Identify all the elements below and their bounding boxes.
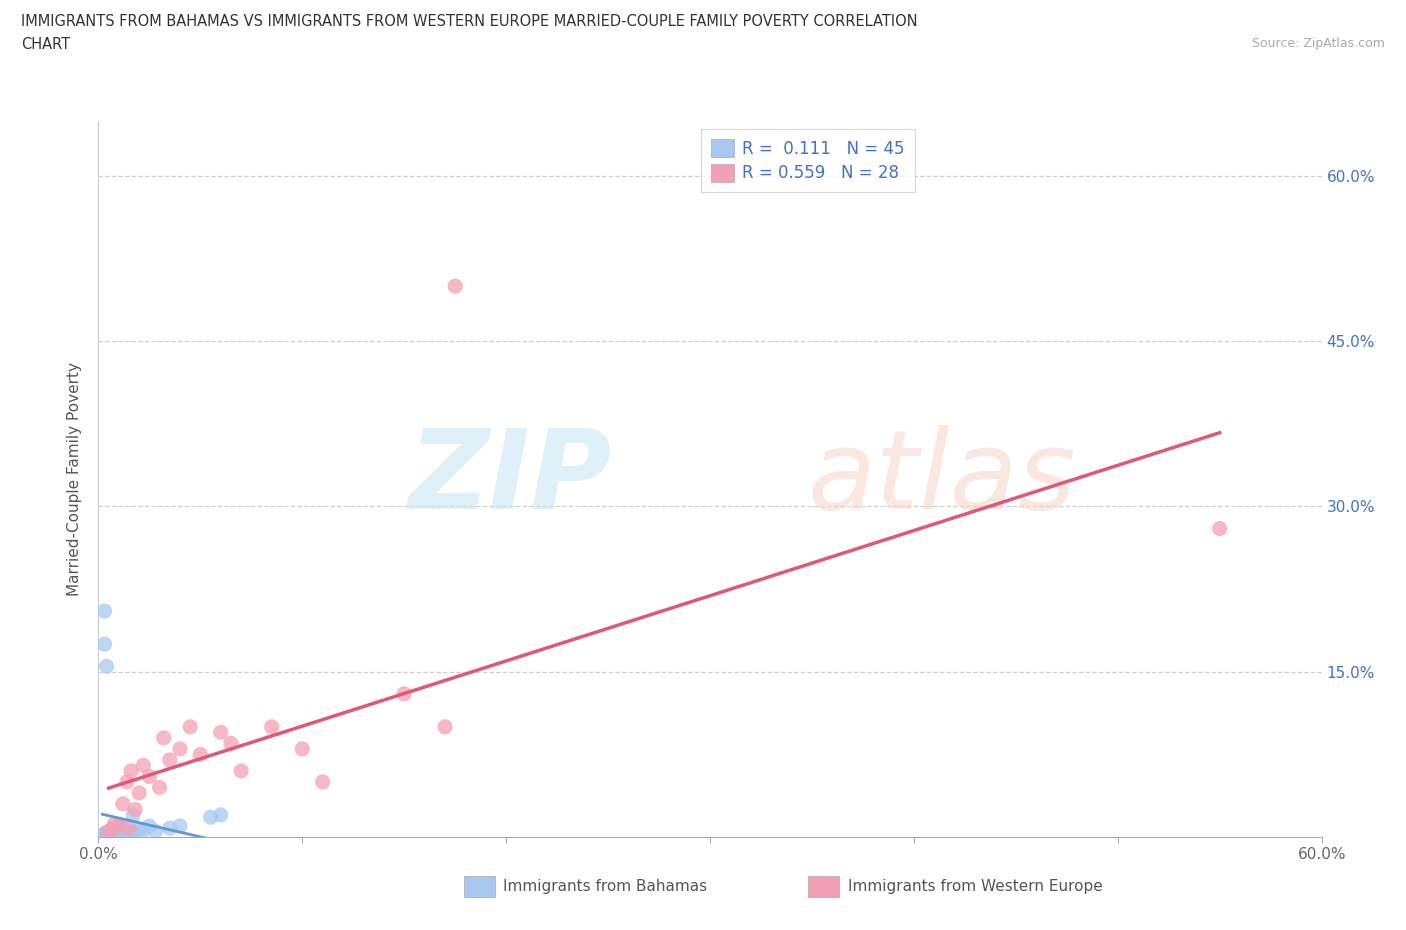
Y-axis label: Married-Couple Family Poverty: Married-Couple Family Poverty [67,362,83,596]
Point [111,796,134,811]
Point [200,810,222,825]
Point [93,637,115,652]
Point [444,279,467,294]
Point [434,720,457,735]
Point [111,826,134,841]
Point [104,829,127,844]
Point [169,741,191,756]
Point [169,818,191,833]
Point [93,828,115,843]
Point [105,819,128,834]
Point [108,818,131,833]
Point [110,823,132,838]
Point [108,824,131,839]
Point [101,826,124,841]
Point [101,829,124,844]
Point [105,828,128,843]
Point [145,824,167,839]
Point [101,821,124,836]
Point [104,817,127,831]
Point [100,829,122,844]
Text: atlas: atlas [808,425,1077,533]
Point [392,686,416,701]
Point [132,823,155,838]
Point [97,829,120,844]
Point [1209,521,1232,536]
Point [100,826,122,841]
Text: Immigrants from Western Europe: Immigrants from Western Europe [848,879,1102,894]
Point [138,818,160,833]
Point [101,828,124,843]
Point [209,724,232,739]
Point [111,821,134,836]
Point [115,775,138,790]
Point [96,658,118,673]
Text: Source: ZipAtlas.com: Source: ZipAtlas.com [1251,37,1385,50]
Point [231,764,253,778]
Point [91,829,114,844]
Point [110,828,132,843]
Point [132,758,155,773]
Point [138,769,160,784]
Point [96,829,118,844]
Point [104,826,127,841]
Point [128,786,150,801]
Point [115,828,138,843]
Point [124,802,146,817]
Text: CHART: CHART [21,37,70,52]
Point [108,818,131,833]
Point [100,828,122,843]
Legend: R =  0.111   N = 45, R = 0.559   N = 28: R = 0.111 N = 45, R = 0.559 N = 28 [700,129,915,193]
Point [118,821,141,836]
Point [100,823,122,838]
Point [120,764,142,778]
Point [159,752,181,767]
Point [97,824,120,839]
Point [104,821,127,836]
Point [149,780,172,795]
Point [96,825,118,840]
Text: ZIP: ZIP [409,425,612,533]
Point [108,826,131,841]
Point [93,604,115,618]
Point [219,736,242,751]
Point [118,824,141,839]
Text: Immigrants from Bahamas: Immigrants from Bahamas [503,879,707,894]
Point [260,720,283,735]
Point [128,822,150,837]
Point [209,807,232,822]
Point [122,807,145,822]
Point [179,720,201,735]
Point [291,741,314,756]
Point [97,828,120,843]
Point [101,822,124,837]
Point [124,825,146,840]
Text: IMMIGRANTS FROM BAHAMAS VS IMMIGRANTS FROM WESTERN EUROPE MARRIED-COUPLE FAMILY : IMMIGRANTS FROM BAHAMAS VS IMMIGRANTS FR… [21,14,918,29]
Point [312,775,335,790]
Point [97,824,120,839]
Point [108,828,131,843]
Point [120,826,142,841]
Point [93,826,115,841]
Point [114,825,136,840]
Point [108,829,131,844]
Point [152,730,174,745]
Point [105,825,128,840]
Point [188,747,212,762]
Point [159,821,181,836]
